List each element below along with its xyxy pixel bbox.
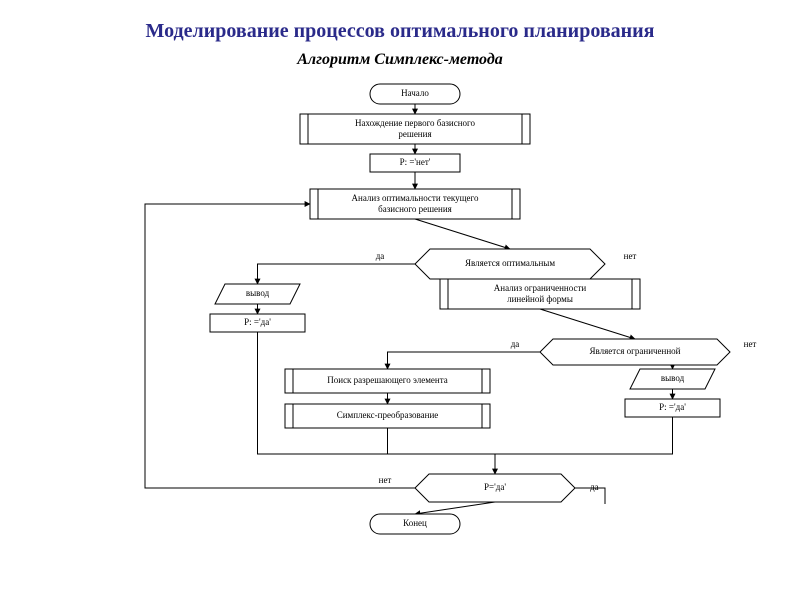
svg-text:да: да: [511, 339, 520, 349]
flowchart: да нет да нет да нет Начало Нахождение первого…: [0, 69, 800, 569]
svg-text:нет: нет: [379, 475, 392, 485]
svg-text:Начало: Начало: [401, 88, 429, 98]
node-end: Конец: [370, 514, 460, 534]
svg-text:Анализ оптимальности текущего: Анализ оптимальности текущего: [352, 193, 479, 203]
node-analyzeBnd: Анализ ограниченностилинейной формы: [440, 279, 640, 309]
node-analyzeOpt: Анализ оптимальности текущегобазисного р…: [310, 189, 520, 219]
svg-text:P: ='да': P: ='да': [244, 317, 271, 327]
svg-text:да: да: [590, 482, 599, 492]
svg-text:P='да': P='да': [484, 482, 506, 492]
node-pDa1: P: ='да': [210, 314, 305, 332]
node-output1: вывод: [215, 284, 300, 304]
node-findBasis: Нахождение первого базисногорешения: [300, 114, 530, 144]
subtitle: Алгоритм Симплекс-метода: [0, 51, 800, 69]
svg-text:Симплекс-преобразование: Симплекс-преобразование: [337, 410, 439, 420]
node-findResolv: Поиск разрешающего элемента: [285, 369, 490, 393]
svg-text:линейной формы: линейной формы: [507, 294, 573, 304]
node-checkP: P='да': [415, 474, 575, 502]
node-simplex: Симплекс-преобразование: [285, 404, 490, 428]
svg-text:P: ='да': P: ='да': [659, 402, 686, 412]
svg-text:Поиск разрешающего элемента: Поиск разрешающего элемента: [327, 375, 448, 385]
node-pNet: P: ='нет': [370, 154, 460, 172]
svg-text:Анализ ограниченности: Анализ ограниченности: [494, 283, 587, 293]
node-isBounded: Является ограниченной: [540, 339, 730, 365]
svg-text:Конец: Конец: [403, 518, 427, 528]
node-output2: вывод: [630, 369, 715, 389]
svg-text:вывод: вывод: [661, 373, 685, 383]
svg-text:Является оптимальным: Является оптимальным: [465, 258, 555, 268]
svg-text:да: да: [376, 251, 385, 261]
svg-text:базисного решения: базисного решения: [378, 204, 452, 214]
svg-text:вывод: вывод: [246, 288, 270, 298]
svg-text:нет: нет: [624, 251, 637, 261]
svg-text:Является ограниченной: Является ограниченной: [590, 346, 681, 356]
svg-text:решения: решения: [398, 129, 431, 139]
node-pDa2: P: ='да': [625, 399, 720, 417]
page-title: Моделирование процессов оптимального пла…: [0, 0, 800, 43]
svg-text:нет: нет: [744, 339, 757, 349]
node-start: Начало: [370, 84, 460, 104]
node-isOptimal: Является оптимальным: [415, 249, 605, 279]
svg-text:Нахождение первого базисного: Нахождение первого базисного: [355, 118, 476, 128]
svg-text:P: ='нет': P: ='нет': [400, 157, 431, 167]
